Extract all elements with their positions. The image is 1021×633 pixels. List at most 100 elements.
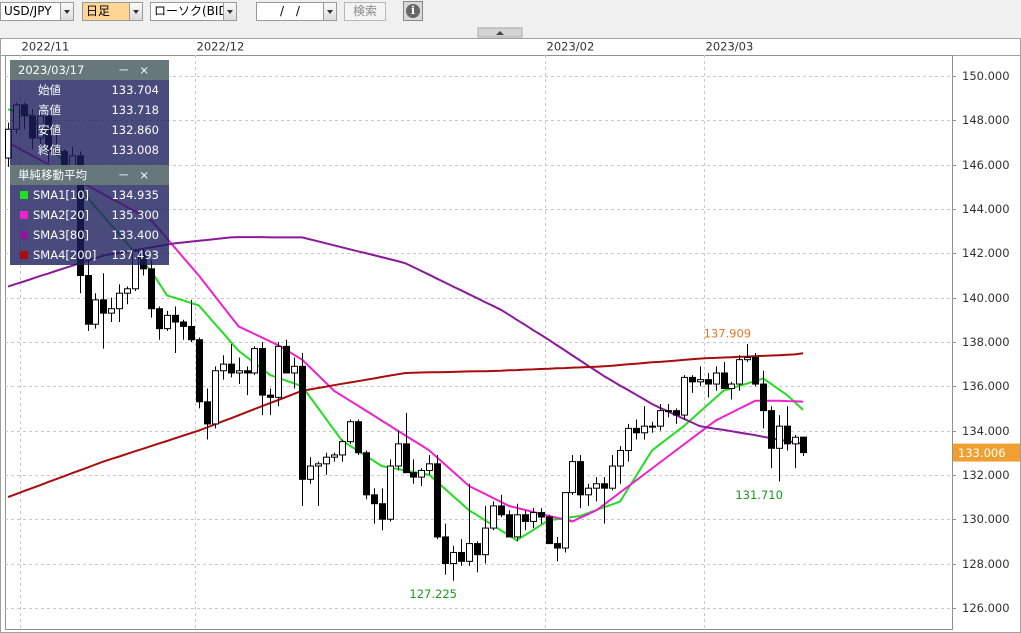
candle-body	[728, 383, 735, 389]
y-tick-label: 146.000	[962, 158, 1010, 172]
sma-line	[7, 352, 804, 499]
date-dropdown[interactable]	[323, 2, 337, 21]
period-select[interactable]: 日足	[82, 2, 130, 21]
candle-body	[108, 308, 115, 314]
ohlc-row: 終値 133.008	[10, 140, 169, 160]
candle-body	[721, 372, 728, 389]
pair-select[interactable]: USD/JPY	[0, 2, 61, 21]
candle-body	[562, 492, 569, 549]
candle-body	[426, 463, 433, 471]
x-tick-label: 2022/12	[197, 40, 245, 54]
panel-controls[interactable]: －×	[117, 63, 159, 77]
ohlc-row: 始値 133.704	[10, 80, 169, 100]
candle-body	[220, 363, 227, 372]
search-button[interactable]: 検索	[344, 2, 386, 21]
candle-body	[673, 410, 680, 416]
candle-body	[180, 321, 187, 327]
extreme-label: 137.909	[704, 326, 752, 340]
y-tick-label: 142.000	[962, 246, 1010, 260]
period-dropdown[interactable]	[129, 2, 143, 21]
candle-body	[458, 551, 465, 562]
candle-body	[506, 514, 513, 538]
candle-body	[689, 376, 696, 383]
sma-row: SMA2[20] 135.300	[10, 205, 169, 225]
extreme-label: 131.710	[735, 488, 783, 502]
chart-style-dropdown[interactable]	[223, 2, 237, 21]
candle-body	[323, 456, 330, 465]
candle-body	[641, 425, 648, 434]
info-button[interactable]: i	[403, 1, 423, 21]
candle-body	[379, 503, 386, 520]
panel-date: 2023/03/17	[18, 63, 85, 77]
candle-body	[251, 348, 258, 374]
sma-title: 単純移動平均	[18, 168, 87, 182]
candle-body	[236, 370, 243, 374]
ohlc-value: 132.860	[111, 123, 159, 137]
candle-body	[768, 410, 775, 449]
collapse-arrow	[496, 31, 504, 35]
candle-body	[585, 487, 592, 496]
candle-body	[418, 469, 425, 478]
pair-dropdown[interactable]	[60, 2, 74, 21]
candle-body	[617, 450, 624, 467]
candle-body	[593, 483, 600, 489]
candle-body	[307, 465, 314, 480]
legend-label: SMA4[200]	[33, 248, 97, 262]
candle-body	[649, 425, 656, 428]
candle-body	[228, 363, 235, 374]
candle-body	[466, 543, 473, 562]
ohlc-key: 始値	[38, 83, 61, 97]
legend-label: SMA1[10]	[33, 188, 90, 202]
candle-body	[546, 516, 553, 545]
candle-body	[172, 314, 179, 323]
candle-body	[339, 441, 346, 456]
candle-body	[522, 514, 529, 522]
candle-body	[403, 443, 410, 474]
candle-body	[744, 356, 751, 361]
candle-body	[315, 463, 322, 467]
ohlc-row: 高値 133.718	[10, 100, 169, 120]
candle-body	[800, 436, 807, 454]
candle-body	[124, 288, 131, 294]
x-tick-label: 2023/03	[706, 40, 754, 54]
candle-body	[387, 465, 394, 520]
y-tick-label: 132.000	[962, 468, 1010, 482]
candle-body	[530, 512, 537, 522]
candle-body	[347, 421, 354, 443]
panel-header: 2023/03/17 －×	[10, 60, 169, 80]
candle-body	[363, 452, 370, 496]
candle-body	[792, 436, 799, 445]
candle-body	[681, 376, 688, 416]
candle-body	[713, 372, 720, 385]
candle-body	[450, 551, 457, 565]
ohlc-value: 133.718	[111, 103, 159, 117]
candle-body	[498, 505, 505, 516]
candle-body	[92, 299, 99, 325]
candle-body	[156, 308, 163, 330]
candle-body	[601, 483, 608, 489]
legend-swatch	[20, 211, 28, 219]
candle-body	[355, 421, 362, 454]
date-input[interactable]: / /	[256, 2, 324, 21]
sma-value: 135.300	[111, 208, 159, 222]
legend-swatch	[20, 231, 28, 239]
candle-body	[490, 505, 497, 529]
candle-body	[371, 494, 378, 505]
candle-body	[299, 365, 306, 480]
chart-style-select[interactable]: ローソク(BID)	[150, 2, 224, 21]
candle-body	[736, 359, 743, 385]
sma-row: SMA3[80] 133.400	[10, 225, 169, 245]
x-tick-label: 2022/11	[22, 40, 70, 54]
y-tick-label: 138.000	[962, 335, 1010, 349]
sma-controls[interactable]: －×	[117, 168, 159, 182]
candle-body	[442, 536, 449, 565]
candle-body	[760, 383, 767, 412]
chart: 126.000 128.000 130.000 132.000 134.000 136.0…	[0, 25, 1021, 633]
candle-body	[331, 454, 338, 458]
candle-body	[395, 443, 402, 467]
ohlc-row: 安値 132.860	[10, 120, 169, 140]
sma-row: SMA1[10] 134.935	[10, 185, 169, 205]
y-tick-label: 140.000	[962, 291, 1010, 305]
y-tick-label: 150.000	[962, 69, 1010, 83]
